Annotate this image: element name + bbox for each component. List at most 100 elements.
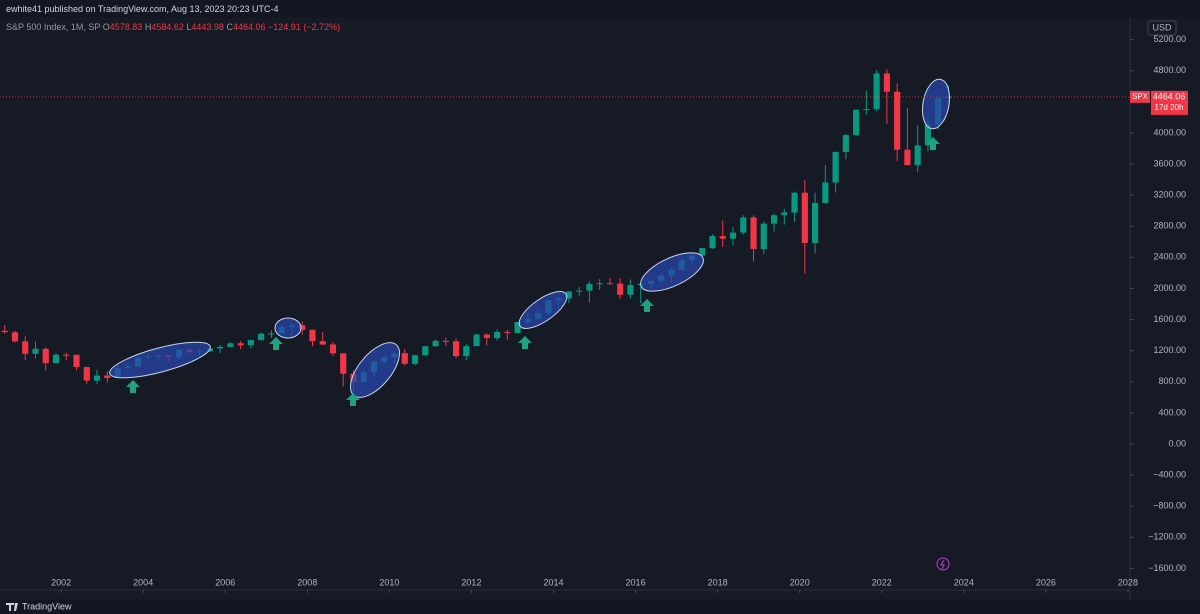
candle-body bbox=[227, 343, 234, 347]
candle-body bbox=[586, 283, 593, 291]
y-tick-label: 800.00 bbox=[1158, 376, 1186, 386]
up-arrow bbox=[126, 380, 140, 393]
candle-body bbox=[340, 353, 347, 374]
readout-change-percent: (−2.72%) bbox=[303, 22, 341, 32]
highlight-ellipse bbox=[109, 341, 211, 379]
footer-bar bbox=[0, 600, 1200, 614]
symbol-title: S&P 500 Index, 1M, SP bbox=[6, 22, 101, 32]
x-tick-label: 2018 bbox=[708, 577, 728, 587]
y-tick-label: 1200.00 bbox=[1153, 345, 1186, 355]
price-tag bbox=[1151, 90, 1188, 115]
candle-body bbox=[914, 145, 921, 166]
readout-key: H bbox=[144, 22, 152, 32]
candle-body bbox=[442, 340, 449, 342]
candle-body bbox=[483, 334, 490, 339]
candle-body bbox=[247, 340, 254, 346]
candle-body bbox=[422, 346, 429, 356]
candle-body bbox=[812, 202, 819, 243]
up-arrow bbox=[640, 299, 654, 312]
candle-body bbox=[576, 290, 583, 292]
candle-body bbox=[729, 232, 737, 239]
candle-body bbox=[627, 285, 634, 295]
y-tick-label: 3600.00 bbox=[1153, 158, 1186, 168]
readout-value: 4443.98 bbox=[191, 22, 224, 32]
x-tick-label: 2026 bbox=[1036, 577, 1056, 587]
y-tick-label: 5200.00 bbox=[1153, 34, 1186, 44]
candle-body bbox=[617, 283, 624, 295]
candle-body bbox=[63, 354, 70, 356]
x-tick-label: 2024 bbox=[954, 577, 974, 587]
candle-body bbox=[842, 135, 849, 152]
candle-body bbox=[606, 283, 614, 285]
y-tick-label: −1600.00 bbox=[1148, 563, 1186, 573]
readout-value: 4464.06 bbox=[232, 22, 266, 32]
candle-body bbox=[258, 333, 265, 341]
candle-body bbox=[699, 248, 706, 256]
y-tick-label: 1600.00 bbox=[1153, 314, 1186, 324]
candle-body bbox=[432, 340, 439, 347]
y-tick-label: 2000.00 bbox=[1153, 283, 1186, 293]
candle-body bbox=[863, 109, 870, 111]
highlight-ellipse bbox=[274, 317, 302, 339]
y-tick-label: 4800.00 bbox=[1153, 65, 1186, 75]
candle-body bbox=[52, 354, 60, 364]
symbol-tag bbox=[1130, 90, 1150, 103]
x-tick-label: 2022 bbox=[872, 577, 892, 587]
lightning-glyph bbox=[940, 559, 945, 570]
candle-body bbox=[514, 321, 521, 334]
candle-body bbox=[791, 192, 798, 213]
candle-body bbox=[299, 325, 306, 330]
candle-body bbox=[83, 367, 90, 381]
highlight-ellipse bbox=[921, 78, 951, 130]
x-tick-label: 2004 bbox=[133, 577, 153, 587]
candle-body bbox=[22, 341, 29, 354]
x-tick-label: 2008 bbox=[297, 577, 317, 587]
candle-body bbox=[883, 73, 890, 92]
candle-body bbox=[473, 334, 480, 347]
candle-body bbox=[309, 329, 316, 342]
readout-change: −124.91 bbox=[268, 22, 301, 32]
tv-logo bbox=[6, 603, 18, 611]
symbol-tag-label: SPX bbox=[1132, 92, 1149, 101]
up-arrow bbox=[518, 336, 532, 349]
candle-body bbox=[319, 341, 326, 345]
candle-body bbox=[1, 330, 8, 333]
highlight-ellipse bbox=[518, 291, 568, 329]
x-tick-label: 2014 bbox=[543, 577, 563, 587]
highlight-ellipse bbox=[640, 252, 704, 292]
candle-body bbox=[237, 343, 244, 346]
readout-key: C bbox=[226, 22, 233, 32]
candle-body bbox=[904, 149, 911, 166]
candle-body bbox=[719, 236, 726, 239]
y-tick-label: 0.00 bbox=[1168, 438, 1186, 448]
x-tick-label: 2012 bbox=[461, 577, 481, 587]
currency-button[interactable] bbox=[1147, 20, 1177, 36]
x-tick-label: 2016 bbox=[626, 577, 646, 587]
readout-key: O bbox=[102, 22, 110, 32]
ohlc-readout: O4578.83 H4584.62 L4443.98 C4464.06 −124… bbox=[103, 22, 340, 32]
legend: S&P 500 Index, 1M, SP O4578.83 H4584.62 … bbox=[6, 22, 340, 32]
currency[interactable]: USD bbox=[1152, 22, 1172, 32]
y-tick-label: 3200.00 bbox=[1153, 190, 1186, 200]
candle-body bbox=[494, 331, 501, 339]
candle-body bbox=[822, 182, 829, 203]
candle-body bbox=[596, 283, 603, 285]
up-arrow bbox=[346, 393, 360, 406]
y-tick-label: −400.00 bbox=[1153, 469, 1186, 479]
x-tick-label: 2006 bbox=[215, 577, 235, 587]
candle-body bbox=[565, 291, 572, 299]
candle-body bbox=[268, 333, 275, 335]
candle-body bbox=[401, 353, 408, 364]
arrows bbox=[126, 137, 940, 406]
up-arrow bbox=[269, 337, 283, 350]
candle-body bbox=[740, 217, 747, 233]
candle-body bbox=[760, 223, 767, 250]
readout-value: 4584.62 bbox=[151, 22, 184, 32]
lightning-icon[interactable] bbox=[936, 557, 950, 571]
candle-body bbox=[104, 375, 111, 379]
x-tick-label: 2028 bbox=[1118, 577, 1138, 587]
candle-body bbox=[801, 192, 808, 243]
candle-body bbox=[750, 217, 757, 250]
footer-brand: TradingView bbox=[22, 601, 72, 611]
